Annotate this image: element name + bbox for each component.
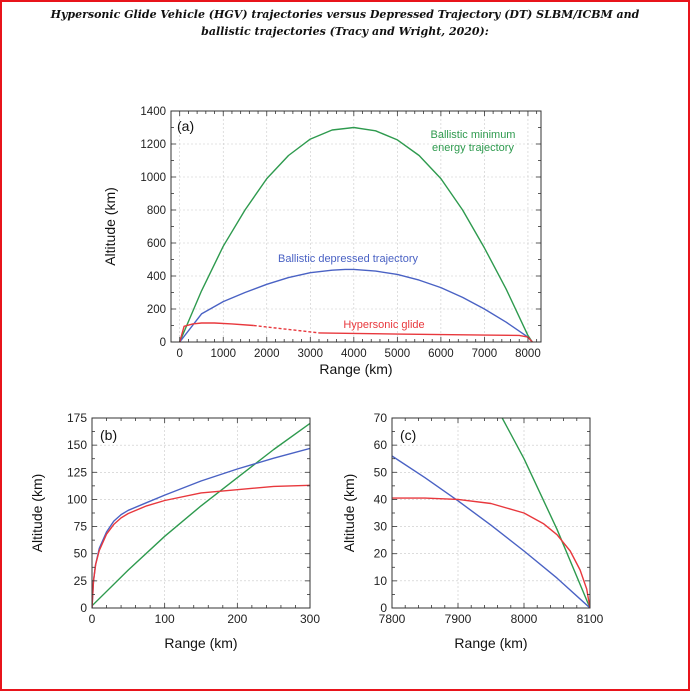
x-axis-label: Range (km) bbox=[164, 635, 237, 651]
x-tick-label: 0 bbox=[89, 612, 96, 626]
y-tick-label: 125 bbox=[67, 465, 87, 479]
x-tick-label: 3000 bbox=[297, 348, 323, 360]
series-hypersonic-glide-line bbox=[392, 497, 590, 608]
y-axis-label: Altitude (km) bbox=[341, 474, 357, 553]
y-tick-label: 50 bbox=[74, 547, 88, 561]
x-axis-label: Range (km) bbox=[454, 635, 527, 651]
x-tick-label: 7000 bbox=[472, 348, 498, 360]
x-tick-label: 8000 bbox=[511, 612, 538, 626]
y-tick-label: 800 bbox=[147, 205, 166, 217]
y-tick-label: 0 bbox=[380, 601, 387, 615]
plot-area bbox=[171, 111, 541, 342]
panel-label: (a) bbox=[177, 118, 194, 134]
panel-label: (c) bbox=[400, 427, 416, 443]
x-tick-label: 100 bbox=[155, 612, 175, 626]
y-tick-label: 30 bbox=[374, 520, 388, 534]
plot-area bbox=[392, 418, 590, 608]
series-label: Ballistic depressed trajectory bbox=[278, 253, 419, 265]
x-tick-label: 0 bbox=[177, 348, 183, 360]
y-tick-label: 0 bbox=[80, 601, 87, 615]
y-tick-label: 50 bbox=[374, 465, 388, 479]
heading-line-2: ballistic trajectories (Tracy and Wright… bbox=[201, 25, 489, 38]
y-tick-label: 200 bbox=[147, 304, 166, 316]
series-ballistic-depressed-trajectory-line bbox=[179, 268, 533, 342]
series-ballistic-minimum-energy-trajectory-line bbox=[92, 422, 310, 607]
y-tick-label: 1200 bbox=[140, 139, 166, 151]
series-label: Hypersonic glide bbox=[343, 319, 424, 331]
x-tick-label: 8100 bbox=[577, 612, 604, 626]
series-ballistic-minimum-energy-trajectory-line bbox=[501, 418, 590, 608]
x-tick-label: 4000 bbox=[341, 348, 367, 360]
series-hypersonic-glide-segment-line bbox=[318, 332, 533, 342]
y-tick-label: 600 bbox=[147, 238, 166, 250]
x-tick-label: 2000 bbox=[254, 348, 280, 360]
panel-label: (b) bbox=[100, 427, 117, 443]
chart-panel-c: 7800 7900 8000 8100 0 10 20 30 40 50 60 70 Range (km… bbox=[341, 411, 604, 651]
chart-panel-b: 0 100 200 300 0 25 50 75 100 125 150 175 Range (km) A… bbox=[29, 411, 320, 651]
y-tick-label: 70 bbox=[374, 411, 388, 425]
y-tick-label: 60 bbox=[374, 438, 388, 452]
x-tick-label: 300 bbox=[300, 612, 320, 626]
y-axis-label: Altitude (km) bbox=[102, 187, 118, 266]
heading-line-1: Hypersonic Glide Vehicle (HGV) trajector… bbox=[50, 8, 640, 21]
series-ballistic-minimum-energy-trajectory-line bbox=[179, 126, 533, 342]
figure-heading: Hypersonic Glide Vehicle (HGV) trajector… bbox=[8, 6, 682, 40]
x-tick-label: 1000 bbox=[210, 348, 236, 360]
y-tick-label: 400 bbox=[147, 271, 166, 283]
series-hypersonic-glide-segment-line bbox=[253, 324, 320, 334]
series-label: energy trajectory bbox=[432, 142, 514, 154]
y-tick-label: 75 bbox=[74, 520, 88, 534]
x-tick-label: 7800 bbox=[379, 612, 406, 626]
x-tick-label: 5000 bbox=[385, 348, 411, 360]
series-hypersonic-glide-line bbox=[179, 322, 254, 342]
x-tick-label: 8000 bbox=[515, 348, 541, 360]
series-hypersonic-glide-line bbox=[92, 484, 310, 608]
y-axis-label: Altitude (km) bbox=[29, 474, 45, 553]
y-tick-label: 175 bbox=[67, 411, 87, 425]
y-tick-label: 150 bbox=[67, 438, 87, 452]
series-ballistic-depressed-trajectory-line bbox=[392, 455, 590, 608]
y-tick-label: 10 bbox=[374, 574, 388, 588]
x-tick-label: 6000 bbox=[428, 348, 454, 360]
y-tick-label: 25 bbox=[74, 574, 88, 588]
y-tick-label: 1000 bbox=[140, 172, 166, 184]
series-label: Ballistic minimum bbox=[431, 129, 516, 141]
x-tick-label: 7900 bbox=[445, 612, 472, 626]
x-tick-label: 200 bbox=[227, 612, 247, 626]
y-tick-label: 0 bbox=[160, 337, 166, 349]
y-tick-label: 40 bbox=[374, 492, 388, 506]
x-axis-label: Range (km) bbox=[319, 361, 392, 377]
y-tick-label: 20 bbox=[374, 547, 388, 561]
y-tick-label: 1400 bbox=[140, 106, 166, 118]
y-tick-label: 100 bbox=[67, 492, 87, 506]
chart-panel-a: 0 1000 2000 3000 4000 5000 6000 7000 8000 0 200 400… bbox=[102, 106, 542, 377]
